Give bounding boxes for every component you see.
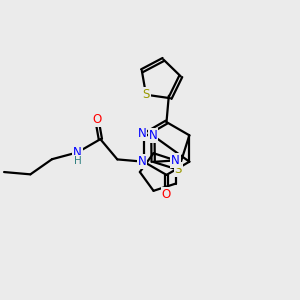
Text: N: N [148, 129, 157, 142]
Text: H: H [74, 156, 81, 166]
Text: O: O [162, 188, 171, 201]
Text: S: S [175, 163, 182, 176]
Text: S: S [142, 88, 150, 101]
Text: N: N [171, 154, 180, 167]
Text: O: O [92, 113, 102, 126]
Text: N: N [73, 146, 82, 159]
Text: N: N [138, 155, 146, 168]
Text: N: N [138, 127, 146, 140]
